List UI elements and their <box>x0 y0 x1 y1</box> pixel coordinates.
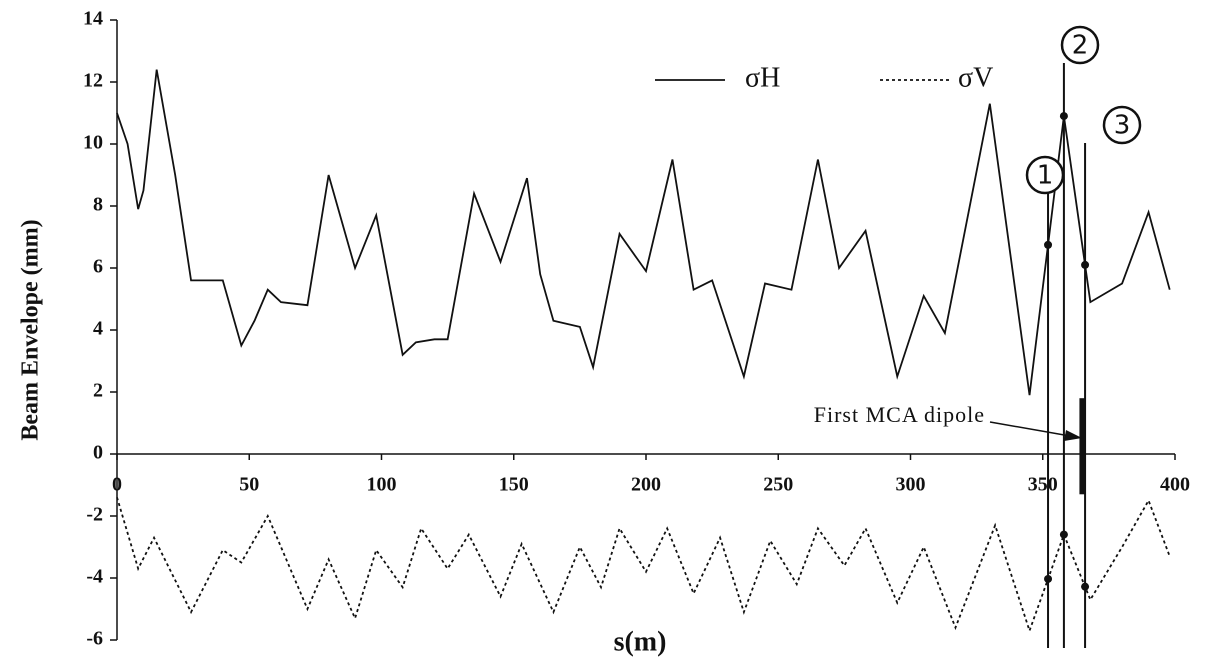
x-axis-label: s(m) <box>614 626 667 657</box>
y-tick-label: -2 <box>86 504 103 526</box>
y-tick-label: 14 <box>83 8 103 30</box>
marker-dot <box>1081 260 1090 269</box>
y-tick-label: 6 <box>93 256 103 278</box>
y-tick-label: -4 <box>86 566 103 588</box>
x-tick-label: 400 <box>1160 474 1190 496</box>
marker-circle <box>1102 105 1142 145</box>
series-line <box>116 497 1171 634</box>
y-tick-label: 10 <box>83 132 103 154</box>
y-tick-label: 12 <box>83 70 103 92</box>
marker-dot <box>1081 582 1090 591</box>
x-tick-label: 300 <box>896 474 926 496</box>
y-tick-label: 8 <box>93 194 103 216</box>
marker-dot <box>1059 530 1068 539</box>
x-tick-label: 150 <box>499 474 529 496</box>
x-tick-label: 350 <box>1028 474 1058 496</box>
marker-dot <box>1044 574 1053 583</box>
marker-dot <box>1044 240 1053 249</box>
x-tick-label: 100 <box>367 474 397 496</box>
marker-label: 2 <box>1072 31 1089 61</box>
marker-circle <box>1060 25 1100 65</box>
y-tick-label: 4 <box>93 318 103 340</box>
marker-dot <box>1059 112 1068 121</box>
x-tick-label: 200 <box>631 474 661 496</box>
legend-label: σH <box>745 62 780 93</box>
y-axis-label: Beam Envelope (mm) <box>18 219 44 440</box>
legend-label: σV <box>958 62 993 93</box>
x-tick-label: 50 <box>239 474 259 496</box>
y-tick-label: 0 <box>93 442 103 464</box>
dipole-arrow <box>989 421 1071 437</box>
dipole-label: First MCA dipole <box>814 402 985 427</box>
dipole-arrowhead <box>1064 430 1082 441</box>
x-tick-label: 250 <box>763 474 793 496</box>
series-line <box>116 69 1171 396</box>
marker-label: 3 <box>1114 111 1131 141</box>
dipole-bar <box>1079 398 1086 495</box>
y-tick-label: 2 <box>93 380 103 402</box>
y-tick-label: -6 <box>86 628 103 650</box>
x-tick-label: 0 <box>112 474 122 496</box>
marker-label: 1 <box>1037 161 1054 191</box>
